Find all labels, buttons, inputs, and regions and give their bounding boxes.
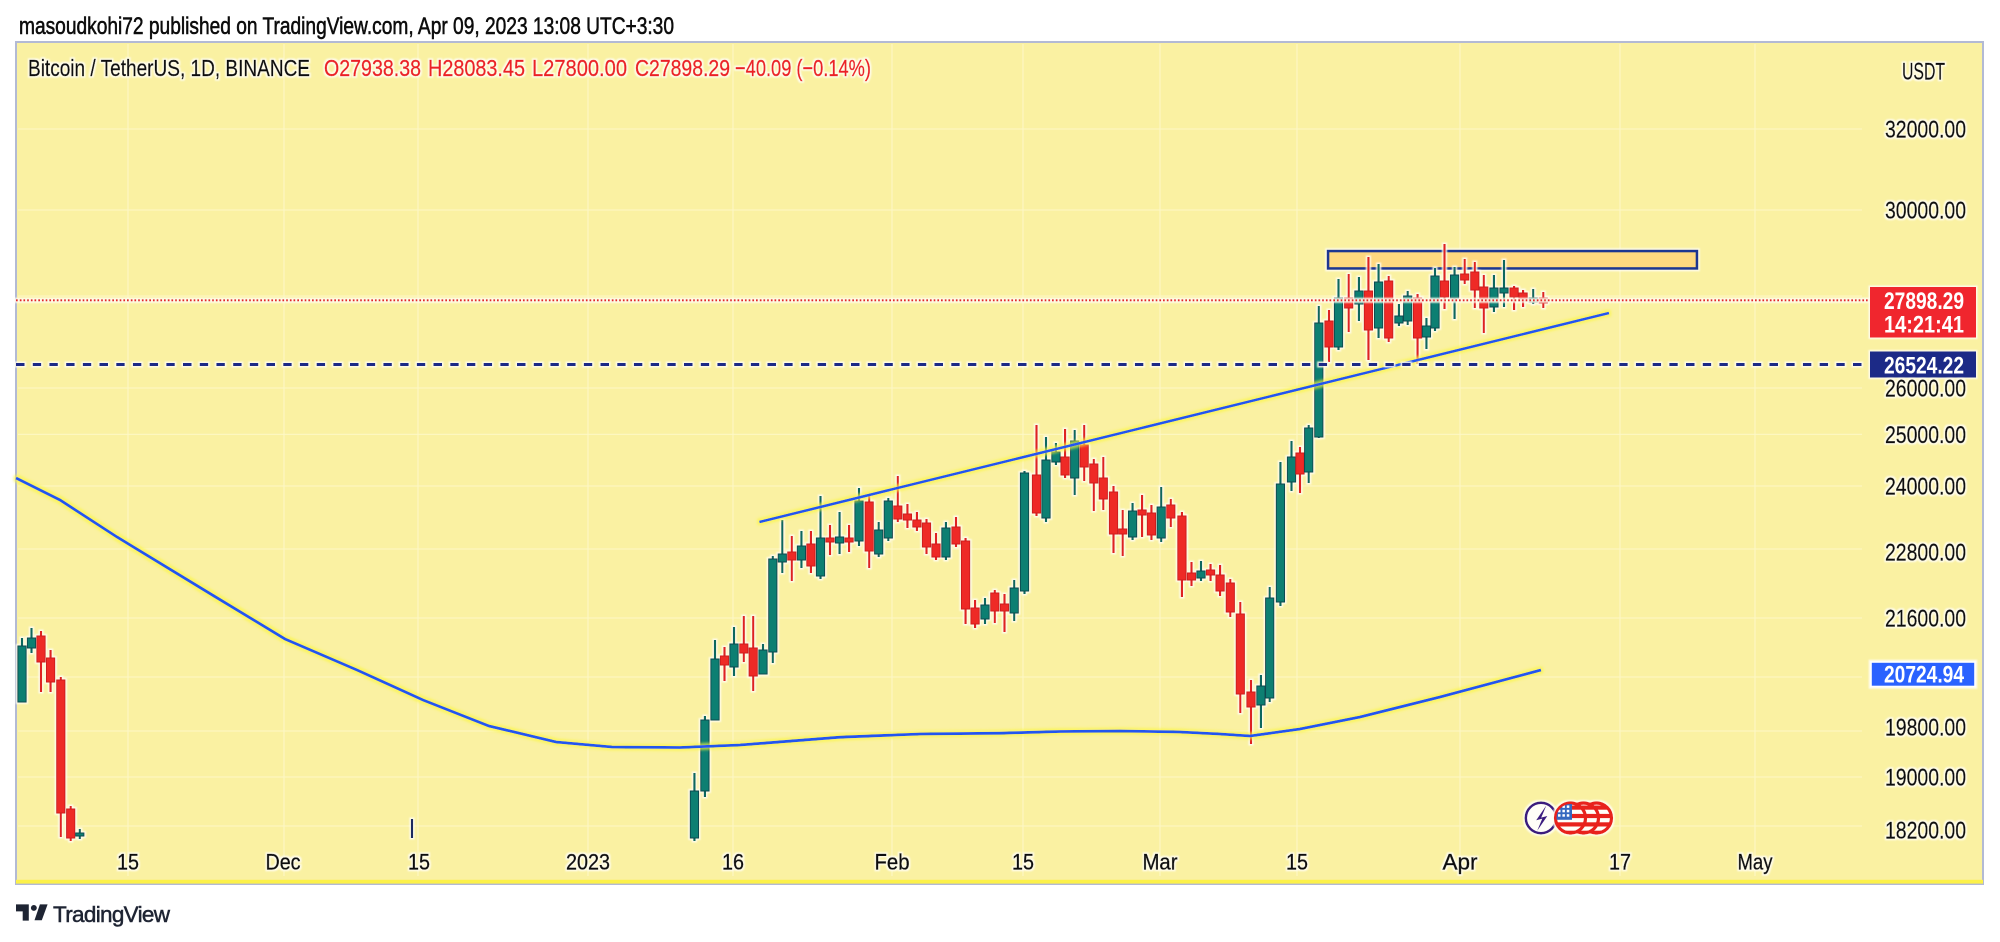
svg-text:14:21:41: 14:21:41: [1884, 311, 1964, 338]
svg-text:−40.09 (−0.14%): −40.09 (−0.14%): [735, 55, 871, 81]
svg-text:2023: 2023: [566, 850, 610, 875]
svg-text:USDT: USDT: [1902, 59, 1945, 86]
svg-text:32000.00: 32000.00: [1885, 117, 1966, 144]
svg-text:26000.00: 26000.00: [1885, 376, 1966, 403]
svg-text:Bitcoin / TetherUS, 1D, BINANC: Bitcoin / TetherUS, 1D, BINANCE: [28, 55, 310, 81]
svg-text:26524.22: 26524.22: [1884, 352, 1964, 379]
svg-text:19800.00: 19800.00: [1885, 715, 1966, 742]
svg-text:20724.94: 20724.94: [1884, 662, 1965, 689]
svg-text:15: 15: [408, 850, 430, 875]
svg-text:15: 15: [117, 850, 139, 875]
svg-text:TradingView: TradingView: [53, 902, 171, 927]
svg-text:25000.00: 25000.00: [1885, 422, 1966, 449]
svg-text:May: May: [1738, 850, 1773, 875]
svg-text:27898.29: 27898.29: [1884, 288, 1964, 315]
svg-text:C27898.29: C27898.29: [635, 55, 730, 81]
svg-text:17: 17: [1609, 850, 1631, 875]
svg-text:Mar: Mar: [1143, 850, 1178, 875]
svg-text:Apr: Apr: [1443, 850, 1478, 875]
svg-text:masoudkohi72 published on Trad: masoudkohi72 published on TradingView.co…: [19, 13, 674, 40]
svg-text:L27800.00: L27800.00: [532, 55, 627, 81]
svg-text:O27938.38: O27938.38: [324, 55, 421, 81]
svg-text:H28083.45: H28083.45: [428, 55, 525, 81]
svg-text:19000.00: 19000.00: [1885, 765, 1966, 792]
svg-text:18200.00: 18200.00: [1885, 818, 1966, 845]
svg-text:30000.00: 30000.00: [1885, 198, 1966, 225]
svg-text:15: 15: [1012, 850, 1034, 875]
svg-text:21600.00: 21600.00: [1885, 606, 1966, 633]
svg-text:16: 16: [722, 850, 744, 875]
svg-text:Feb: Feb: [875, 850, 910, 875]
svg-text:24000.00: 24000.00: [1885, 474, 1966, 501]
svg-text:15: 15: [1286, 850, 1308, 875]
svg-text:Dec: Dec: [266, 850, 301, 875]
svg-text:22800.00: 22800.00: [1885, 540, 1966, 567]
